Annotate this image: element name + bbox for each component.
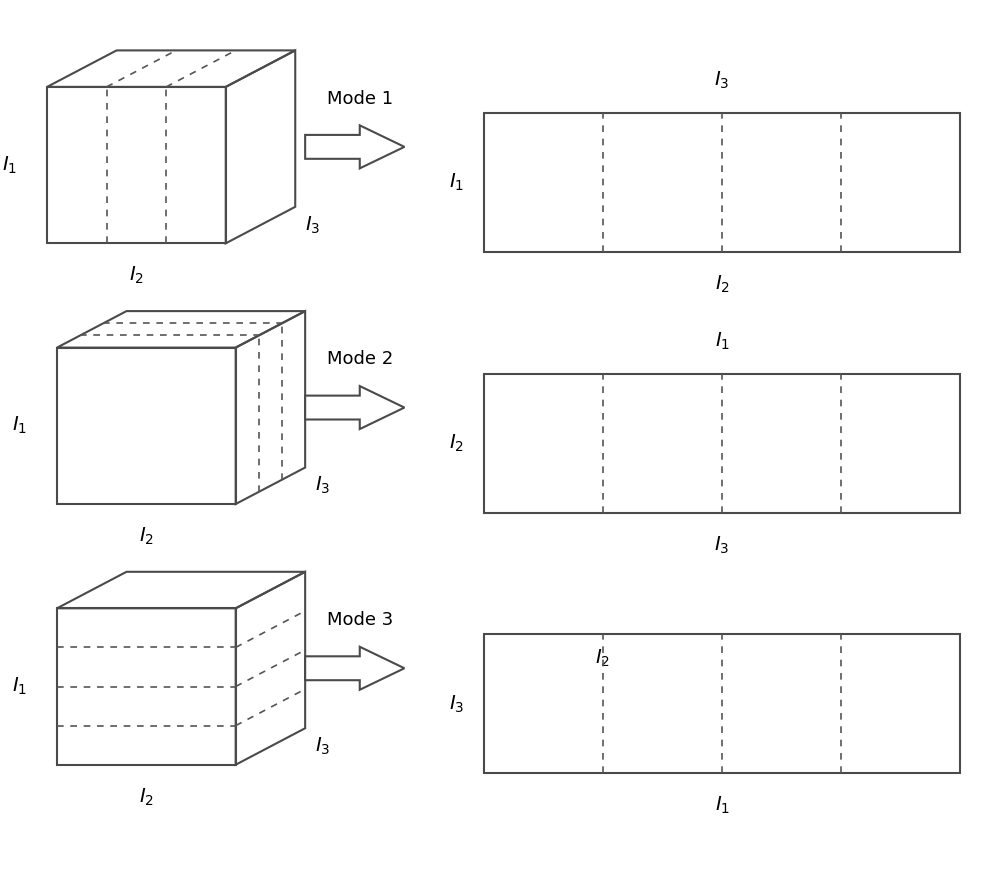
Text: $I_1$: $I_1$ — [12, 676, 27, 697]
Polygon shape — [305, 647, 404, 690]
Polygon shape — [305, 125, 404, 169]
Text: $I_3$: $I_3$ — [714, 534, 730, 556]
Text: $I_3$: $I_3$ — [449, 693, 464, 714]
Text: $I_2$: $I_2$ — [715, 274, 730, 295]
Text: $I_3$: $I_3$ — [714, 70, 730, 91]
Text: $I_1$: $I_1$ — [715, 795, 730, 817]
Text: $I_1$: $I_1$ — [715, 330, 730, 352]
Text: $I_2$: $I_2$ — [595, 647, 610, 669]
Text: Mode 2: Mode 2 — [327, 350, 393, 368]
Text: $I_2$: $I_2$ — [449, 433, 464, 454]
Text: Mode 1: Mode 1 — [327, 90, 393, 108]
Text: $I_3$: $I_3$ — [315, 736, 330, 757]
Polygon shape — [305, 386, 404, 429]
Text: $I_1$: $I_1$ — [2, 155, 17, 176]
Text: $I_2$: $I_2$ — [129, 265, 144, 287]
Text: $I_3$: $I_3$ — [315, 475, 330, 496]
Text: $I_1$: $I_1$ — [12, 415, 27, 436]
Text: $I_3$: $I_3$ — [305, 215, 320, 235]
Text: $I_2$: $I_2$ — [139, 786, 154, 808]
Text: $I_2$: $I_2$ — [139, 526, 154, 547]
Text: $I_1$: $I_1$ — [449, 172, 464, 193]
Text: Mode 3: Mode 3 — [327, 611, 393, 629]
